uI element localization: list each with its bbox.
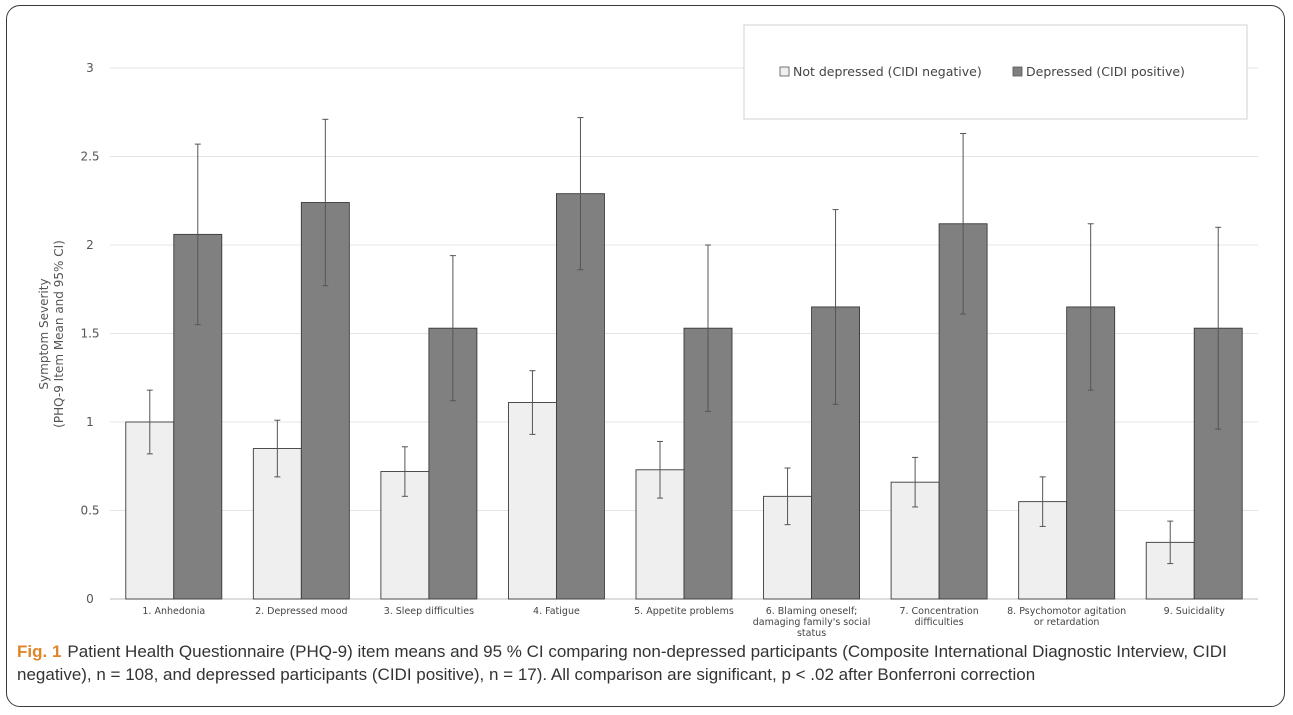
x-tick-label: 2. Depressed mood [255,606,348,617]
legend-swatch-not-depressed [779,66,790,77]
y-tick-label: 2 [86,238,94,252]
y-tick-label: 2.5 [80,150,99,164]
x-tick-label: 7. Concentration difficulties [899,606,978,628]
x-tick-label: 8. Psychomotor agitation or retardation [1007,606,1126,628]
y-axis-label-line1: Symptom Severity [37,278,51,389]
x-tick-label: 3. Sleep difficulties [384,606,474,617]
x-tick-label-line: 9. Suicidality [1164,606,1225,617]
x-tick-label: 1. Anhedonia [142,606,205,617]
y-tick-label: 0 [86,592,94,606]
x-tick-label-line: 1. Anhedonia [142,606,205,617]
y-axis-ticks: 0 0.5 1 1.5 2 2.5 3 [80,61,99,606]
legend-swatch-depressed [1012,66,1023,77]
error-bars [146,117,1222,565]
figure-caption: Fig. 1 Patient Health Questionnaire (PHQ-… [17,640,1279,686]
x-tick-label-line: status [797,628,826,639]
bar-chart: 0 0.5 1 1.5 2 2.5 3 1. Anhedonia 2. Depressed m… [37,24,1258,639]
x-tick-label-line: 4. Fatigue [533,606,580,617]
x-tick-label: 9. Suicidality [1164,606,1225,617]
caption-label: Fig. 1 [17,642,62,661]
x-tick-label-line: damaging family's social [753,617,871,628]
x-tick-label-line: 3. Sleep difficulties [384,606,474,617]
y-tick-label: 1.5 [80,327,99,341]
y-axis-label-line2: (PHQ-9 Item Mean and 95% CI) [52,240,66,428]
x-tick-label-line: 5. Appetite problems [634,606,734,617]
bars [125,193,1243,600]
x-tick-label-line: 8. Psychomotor agitation [1007,606,1126,617]
x-tick-label-line: difficulties [915,617,964,628]
x-tick-label-line: or retardation [1034,617,1100,628]
y-tick-label: 3 [86,61,94,75]
caption-text: Patient Health Questionnaire (PHQ-9) ite… [17,642,1227,684]
x-tick-label-line: 2. Depressed mood [255,606,348,617]
x-axis-ticks: 1. Anhedonia 2. Depressed mood 3. Sleep di… [142,606,1225,639]
legend-label-depressed: Depressed (CIDI positive) [1026,64,1185,79]
y-tick-label: 0.5 [80,504,99,518]
bar-depressed [428,327,478,600]
x-tick-label: 4. Fatigue [533,606,580,617]
y-tick-label: 1 [86,415,94,429]
x-tick-label: 6. Blaming oneself; damaging family's soc… [753,606,871,639]
x-tick-label-line: 7. Concentration [899,606,978,617]
x-tick-label: 5. Appetite problems [634,606,734,617]
legend-box [743,24,1248,120]
legend: Not depressed (CIDI negative) Depressed … [743,24,1248,120]
legend-label-not-depressed: Not depressed (CIDI negative) [793,64,982,79]
x-tick-label-line: 6. Blaming oneself; [766,606,858,617]
